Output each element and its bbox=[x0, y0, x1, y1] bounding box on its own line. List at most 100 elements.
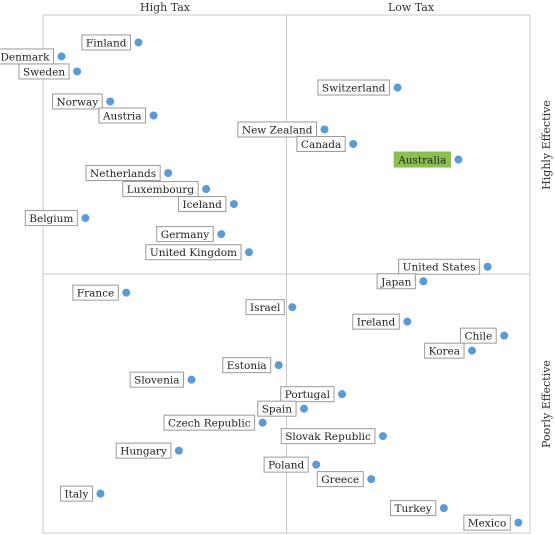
point-label-box-greece bbox=[316, 471, 364, 488]
row-label-highly-effective: Highly Effective bbox=[540, 100, 553, 190]
point-poland bbox=[312, 460, 321, 469]
point-finland bbox=[134, 38, 143, 47]
point-netherlands bbox=[164, 168, 173, 177]
point-label-box-israel bbox=[245, 299, 285, 316]
point-label-box-norway bbox=[51, 93, 103, 110]
point-label-box-slovenia bbox=[129, 371, 185, 388]
point-iceland bbox=[229, 200, 238, 209]
point-label-germany: Germany bbox=[161, 229, 210, 241]
point-group-ireland: Ireland bbox=[352, 313, 412, 330]
point-group-slovak-republic: Slovak Republic bbox=[280, 428, 387, 445]
point-group-norway: Norway bbox=[51, 93, 115, 110]
point-label-box-italy bbox=[60, 485, 93, 502]
point-canada bbox=[349, 139, 358, 148]
point-label-box-hungary bbox=[115, 442, 172, 459]
point-group-greece: Greece bbox=[316, 471, 376, 488]
point-group-canada: Canada bbox=[296, 135, 358, 152]
point-label-box-estonia bbox=[222, 357, 272, 374]
point-label-box-sweden bbox=[18, 63, 70, 80]
point-united-states bbox=[483, 262, 492, 271]
point-label-belgium: Belgium bbox=[29, 213, 73, 225]
point-ireland bbox=[403, 317, 412, 326]
point-group-united-kingdom: United Kingdom bbox=[145, 244, 254, 261]
point-label-box-spain bbox=[257, 400, 297, 417]
point-chile bbox=[500, 331, 509, 340]
point-label-norway: Norway bbox=[56, 97, 98, 109]
point-sweden bbox=[73, 67, 82, 76]
point-label-ireland: Ireland bbox=[357, 317, 396, 329]
point-label-box-france bbox=[72, 284, 119, 301]
point-group-france: France bbox=[72, 284, 131, 301]
point-group-spain: Spain bbox=[257, 400, 309, 417]
point-label-italy: Italy bbox=[65, 489, 89, 501]
point-group-sweden: Sweden bbox=[18, 63, 82, 80]
point-group-korea: Korea bbox=[424, 342, 477, 359]
column-label-low-tax: Low Tax bbox=[388, 1, 435, 14]
point-france bbox=[122, 288, 131, 297]
point-label-united-kingdom: United Kingdom bbox=[150, 247, 237, 259]
point-label-slovenia: Slovenia bbox=[134, 375, 179, 387]
point-group-denmark: Denmark bbox=[0, 48, 66, 65]
point-korea bbox=[468, 346, 477, 355]
point-label-box-ireland bbox=[352, 313, 400, 330]
point-japan bbox=[419, 277, 428, 286]
point-label-box-czech-republic bbox=[163, 414, 256, 431]
point-label-box-korea bbox=[424, 342, 465, 359]
point-turkey bbox=[439, 504, 448, 513]
point-label-mexico: Mexico bbox=[468, 518, 506, 530]
point-label-box-mexico bbox=[463, 514, 511, 531]
point-group-israel: Israel bbox=[245, 299, 297, 316]
point-label-spain: Spain bbox=[262, 404, 293, 416]
point-group-netherlands: Netherlands bbox=[85, 164, 173, 181]
point-group-austria: Austria bbox=[98, 107, 158, 124]
point-group-japan: Japan bbox=[376, 273, 428, 290]
point-group-slovenia: Slovenia bbox=[129, 371, 196, 388]
point-label-box-chile bbox=[459, 327, 497, 344]
point-greece bbox=[367, 475, 376, 484]
row-label-poorly-effective: Poorly Effective bbox=[540, 360, 553, 448]
point-label-box-poland bbox=[263, 456, 309, 473]
point-label-turkey: Turkey bbox=[395, 503, 432, 515]
point-group-luxembourg: Luxembourg bbox=[122, 181, 211, 198]
point-label-denmark: Denmark bbox=[1, 51, 51, 63]
point-label-box-portugal bbox=[280, 386, 335, 403]
point-slovenia bbox=[187, 375, 196, 384]
point-label-sweden: Sweden bbox=[23, 66, 65, 78]
point-label-united-states: United States bbox=[403, 262, 476, 274]
point-group-czech-republic: Czech Republic bbox=[163, 414, 267, 431]
point-portugal bbox=[338, 390, 347, 399]
point-slovak-republic bbox=[378, 432, 387, 441]
point-group-italy: Italy bbox=[60, 485, 105, 502]
point-group-australia: Australia bbox=[393, 151, 463, 168]
point-label-box-switzerland bbox=[317, 79, 391, 96]
point-group-portugal: Portugal bbox=[280, 386, 347, 403]
point-label-korea: Korea bbox=[429, 346, 460, 358]
point-belgium bbox=[81, 214, 90, 223]
point-group-chile: Chile bbox=[459, 327, 509, 344]
point-group-germany: Germany bbox=[156, 226, 226, 243]
point-label-hungary: Hungary bbox=[120, 446, 167, 458]
point-group-iceland: Iceland bbox=[178, 196, 238, 213]
point-label-box-finland bbox=[81, 34, 131, 51]
point-mexico bbox=[514, 518, 523, 527]
point-italy bbox=[96, 489, 105, 498]
point-label-estonia: Estonia bbox=[227, 360, 267, 372]
point-denmark bbox=[57, 52, 66, 61]
point-group-united-states: United States bbox=[398, 258, 492, 275]
point-new-zealand bbox=[320, 125, 329, 134]
point-group-hungary: Hungary bbox=[115, 442, 183, 459]
point-label-box-iceland bbox=[178, 196, 227, 213]
point-label-iceland: Iceland bbox=[183, 199, 223, 211]
point-australia bbox=[454, 155, 463, 164]
point-label-chile: Chile bbox=[464, 331, 492, 343]
point-label-box-slovak-republic bbox=[280, 428, 376, 445]
point-label-netherlands: Netherlands bbox=[90, 168, 156, 180]
point-label-finland: Finland bbox=[86, 37, 127, 49]
point-spain bbox=[300, 404, 309, 413]
point-label-austria: Austria bbox=[102, 110, 142, 122]
point-israel bbox=[288, 303, 297, 312]
point-norway bbox=[106, 97, 115, 106]
point-label-czech-republic: Czech Republic bbox=[168, 418, 251, 430]
point-label-france: France bbox=[77, 288, 114, 300]
